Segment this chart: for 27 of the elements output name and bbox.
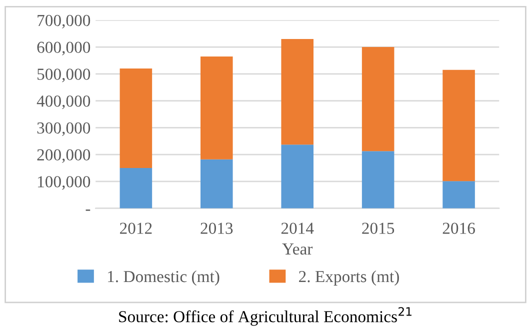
- y-tick-label: 600,000: [37, 42, 90, 56]
- bar: [362, 47, 394, 152]
- y-tick-label: 400,000: [36, 96, 90, 110]
- y-tick-label: 100,000: [38, 176, 90, 190]
- bar: [442, 70, 475, 182]
- legend-label: 1. Domestic (mt): [108, 270, 220, 286]
- bar: [200, 56, 233, 160]
- bar: [200, 159, 233, 208]
- bar: [281, 38, 314, 145]
- bar: [120, 68, 152, 168]
- x-tick-label: 2016: [442, 222, 475, 234]
- y-tick-label: 300,000: [37, 122, 90, 136]
- bar: [442, 181, 475, 208]
- bar: [362, 151, 394, 208]
- legend-label: 2. Exports (mt): [299, 270, 399, 286]
- x-tick-label: 2012: [120, 222, 152, 234]
- x-tick-label: 2013: [200, 222, 233, 234]
- bar: [281, 144, 314, 208]
- x-axis-title: Year: [282, 244, 313, 255]
- x-tick-label: 2014: [281, 222, 314, 234]
- bar: [120, 168, 152, 208]
- source-note: Source: Office of Agricultural Economics$^{21}$: [119, 307, 412, 326]
- y-tick-label: 200,000: [37, 149, 90, 163]
- y-tick-label: -: [86, 210, 90, 211]
- x-tick-label: 2015: [362, 222, 394, 234]
- y-tick-label: 700,000: [38, 14, 90, 29]
- y-tick-label: 500,000: [38, 68, 90, 82]
